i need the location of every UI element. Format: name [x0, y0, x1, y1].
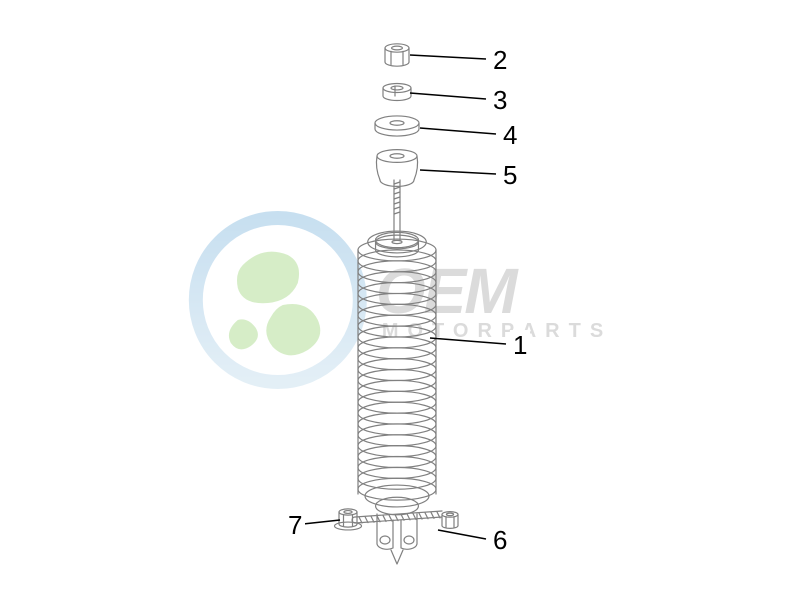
- exploded-view-drawing: [0, 0, 800, 600]
- diagram-canvas: OEM MOTORPARTS 1234567: [0, 0, 800, 600]
